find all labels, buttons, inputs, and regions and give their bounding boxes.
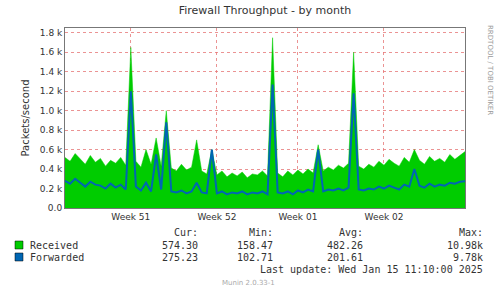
svg-text:Week 52: Week 52 (197, 212, 236, 222)
svg-text:1.6 k: 1.6 k (40, 47, 63, 57)
svg-text:1.0 k: 1.0 k (40, 106, 63, 116)
svg-text:0.8 k: 0.8 k (40, 125, 63, 135)
svg-text:Min:: Min: (249, 227, 273, 238)
svg-text:0.6 k: 0.6 k (40, 145, 63, 155)
svg-text:158.47: 158.47 (237, 240, 273, 251)
svg-text:Packets/second: Packets/second (20, 80, 31, 157)
svg-text:Munin 2.0.33-1: Munin 2.0.33-1 (222, 279, 275, 287)
svg-text:275.23: 275.23 (162, 252, 198, 263)
svg-text:0.0: 0.0 (48, 203, 63, 213)
svg-text:Week 02: Week 02 (364, 212, 403, 222)
svg-text:Received: Received (30, 240, 78, 251)
svg-text:Cur:: Cur: (174, 227, 198, 238)
svg-text:Week 51: Week 51 (111, 212, 150, 222)
svg-text:574.30: 574.30 (162, 240, 198, 251)
svg-text:Week 01: Week 01 (278, 212, 317, 222)
svg-text:10.98k: 10.98k (447, 240, 483, 251)
svg-text:1.8 k: 1.8 k (40, 28, 63, 38)
svg-text:RRDTOOL / TOBI OETIKER: RRDTOOL / TOBI OETIKER (486, 25, 494, 115)
svg-text:Last update: Wed Jan 15 11:10:: Last update: Wed Jan 15 11:10:00 2025 (260, 264, 483, 275)
svg-text:1.4 k: 1.4 k (40, 67, 63, 77)
svg-text:1.2 k: 1.2 k (40, 86, 63, 96)
svg-text:Max:: Max: (459, 227, 483, 238)
svg-text:0.4 k: 0.4 k (40, 164, 63, 174)
svg-text:Firewall Throughput - by month: Firewall Throughput - by month (179, 4, 352, 17)
svg-text:0.2 k: 0.2 k (40, 184, 63, 194)
svg-text:Avg:: Avg: (339, 227, 363, 238)
svg-text:Forwarded: Forwarded (30, 252, 84, 263)
svg-text:9.78k: 9.78k (453, 252, 483, 263)
svg-text:102.71: 102.71 (237, 252, 273, 263)
svg-text:201.61: 201.61 (327, 252, 363, 263)
svg-text:482.26: 482.26 (327, 240, 363, 251)
